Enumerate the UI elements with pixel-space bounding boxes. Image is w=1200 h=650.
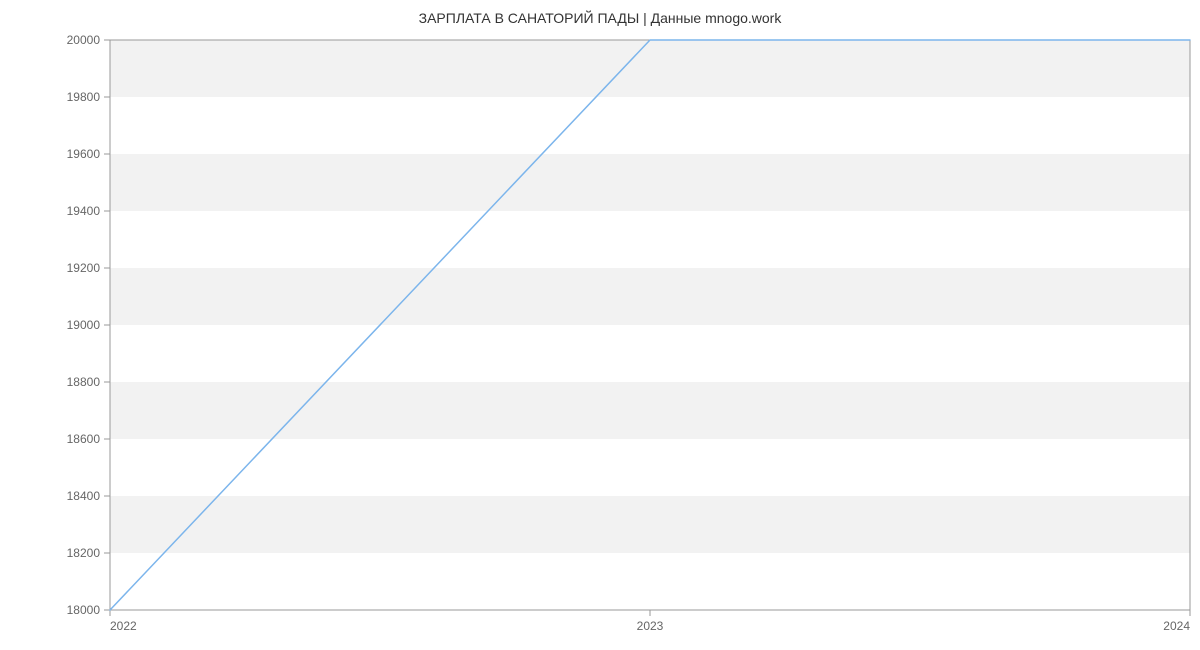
svg-text:2023: 2023 (637, 619, 664, 633)
svg-text:18400: 18400 (67, 489, 101, 503)
svg-text:19400: 19400 (67, 204, 101, 218)
svg-text:2024: 2024 (1163, 619, 1190, 633)
svg-text:19200: 19200 (67, 261, 101, 275)
svg-text:20000: 20000 (67, 33, 101, 47)
svg-text:19000: 19000 (67, 318, 101, 332)
chart-title: ЗАРПЛАТА В САНАТОРИЙ ПАДЫ | Данные mnogo… (0, 10, 1200, 26)
svg-text:18000: 18000 (67, 603, 101, 617)
svg-text:2022: 2022 (110, 619, 137, 633)
svg-text:18200: 18200 (67, 546, 101, 560)
svg-text:18800: 18800 (67, 375, 101, 389)
svg-text:19800: 19800 (67, 90, 101, 104)
svg-text:19600: 19600 (67, 147, 101, 161)
line-chart: 18000 18200 18400 18600 18800 19000 19200 19400… (0, 0, 1200, 650)
chart-container: ЗАРПЛАТА В САНАТОРИЙ ПАДЫ | Данные mnogo… (0, 0, 1200, 650)
svg-text:18600: 18600 (67, 432, 101, 446)
